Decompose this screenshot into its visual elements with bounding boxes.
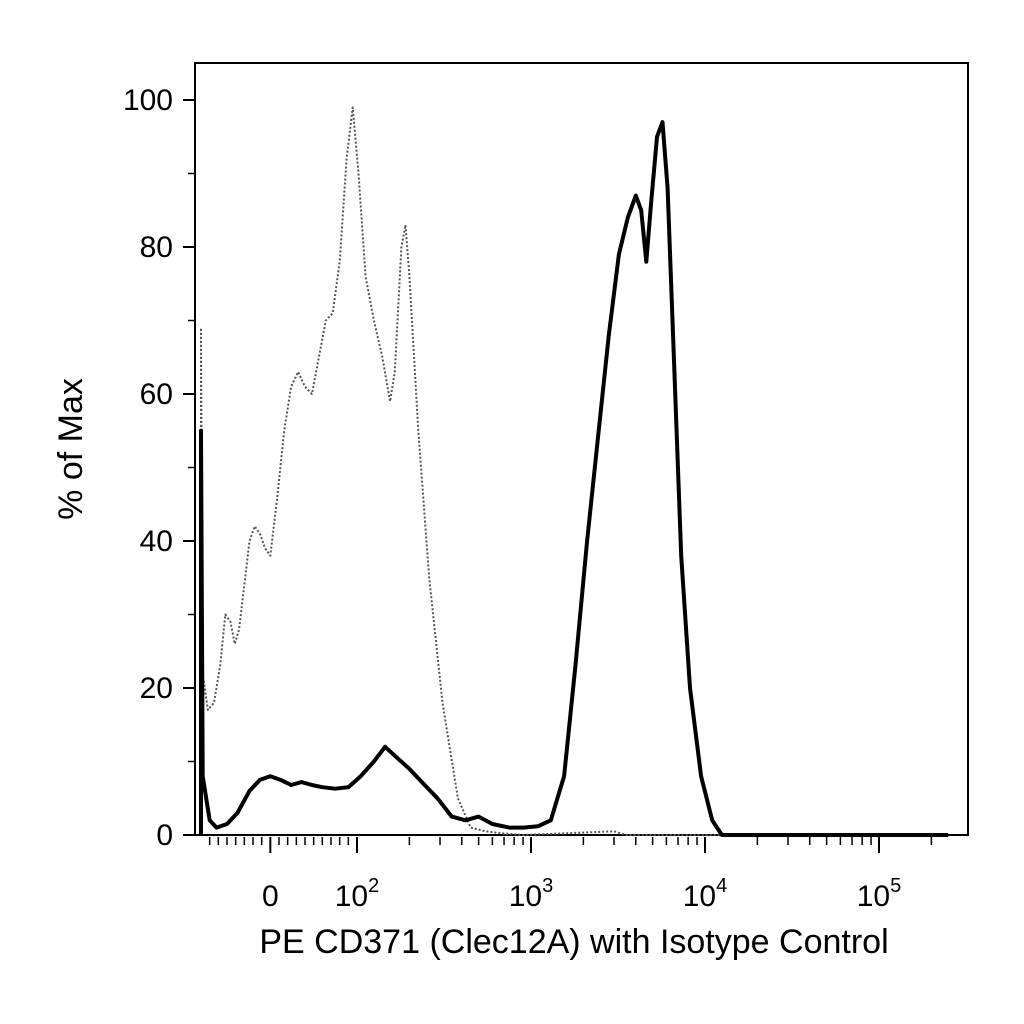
x-tick-label: 103 [509, 875, 554, 913]
x-tick-exponent: 3 [542, 875, 553, 897]
x-tick-label: 104 [683, 875, 728, 913]
x-tick-base: 10 [683, 880, 716, 913]
isotype-control-line [200, 106, 949, 836]
cd371-line [199, 120, 949, 837]
x-tick-label: 0 [262, 880, 279, 913]
y-tick-label: 0 [156, 819, 173, 852]
y-tick-label: 60 [140, 378, 173, 411]
x-tick-base: 10 [509, 880, 542, 913]
y-tick-label: 40 [140, 525, 173, 558]
y-tick-label: 20 [140, 672, 173, 705]
x-axis-ticks: 0 102 103 104 105 [208, 837, 933, 913]
x-tick-exponent: 2 [368, 875, 379, 897]
x-tick-base: 10 [857, 880, 890, 913]
x-tick-label: 105 [857, 875, 902, 913]
x-tick-base: 0 [262, 880, 279, 913]
y-tick-label: 80 [140, 231, 173, 264]
y-tick-label: 100 [123, 84, 173, 117]
x-axis-title: PE CD371 (Clec12A) with Isotype Control [259, 923, 888, 961]
x-tick-label: 102 [335, 875, 380, 913]
series-layer [199, 106, 949, 837]
y-axis-title: % of Max [52, 378, 90, 520]
y-axis-ticks: 0 20 40 60 80 100 [123, 84, 195, 852]
x-tick-exponent: 4 [716, 875, 727, 897]
plot-frame [194, 62, 969, 836]
x-tick-base: 10 [335, 880, 368, 913]
x-tick-exponent: 5 [890, 875, 901, 897]
